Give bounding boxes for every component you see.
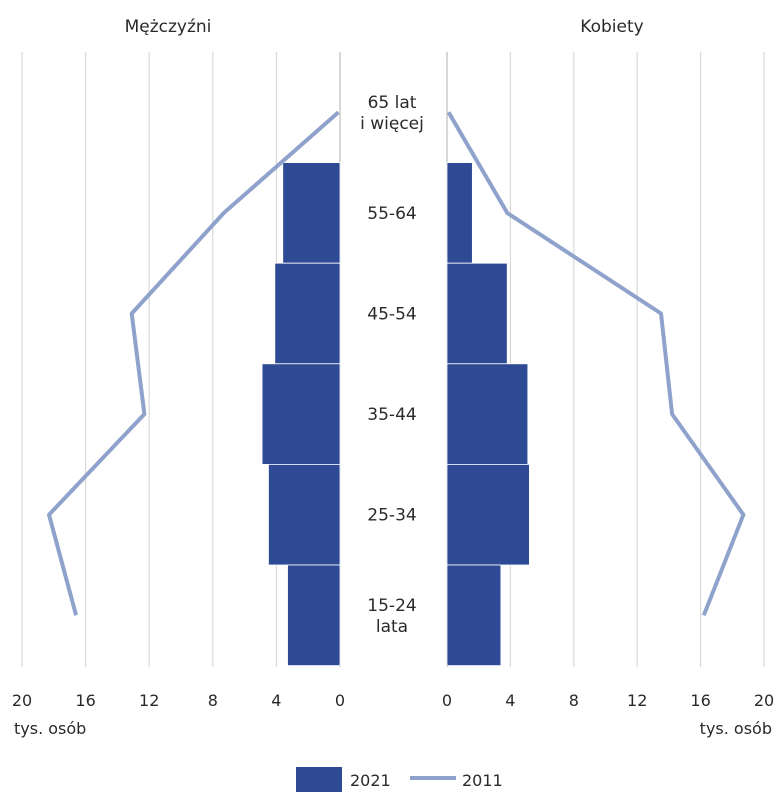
men-panel-title: Mężczyźni [125, 17, 212, 37]
bar-women-55-64 [446, 162, 473, 264]
bar-men-45-54 [274, 262, 341, 365]
tick-men-20: 20 [12, 691, 32, 710]
tick-men-16: 16 [75, 691, 95, 710]
x-axis-ticks: 20 20 16 16 12 12 8 8 4 4 0 0 [12, 691, 774, 710]
category-label-15-24-0: 15-24 [367, 596, 416, 616]
bars-2021 [261, 162, 530, 666]
bar-men-35-44 [261, 363, 341, 465]
tick-men-12: 12 [139, 691, 159, 710]
bar-women-15-24 [446, 564, 502, 666]
tick-women-4: 4 [505, 691, 515, 710]
men-unit-label: tys. osób [14, 719, 86, 738]
women-panel-title: Kobiety [580, 17, 643, 37]
tick-women-12: 12 [627, 691, 647, 710]
category-label-25-34-0: 25-34 [367, 506, 416, 526]
legend-2021-label: 2021 [350, 771, 391, 790]
bar-men-25-34 [268, 463, 341, 566]
category-label-45-54-0: 45-54 [367, 305, 416, 325]
category-label-65+-0: 65 lat [368, 93, 417, 113]
tick-men-8: 8 [208, 691, 218, 710]
tick-women-0: 0 [442, 691, 452, 710]
women-unit-label: tys. osób [700, 719, 772, 738]
bar-women-25-34 [446, 463, 530, 566]
bar-men-55-64 [282, 162, 341, 264]
category-label-35-44-0: 35-44 [367, 405, 416, 425]
bar-men-15-24 [287, 564, 341, 666]
category-label-15-24-1: lata [376, 617, 408, 637]
tick-women-16: 16 [690, 691, 710, 710]
bar-women-35-44 [446, 363, 529, 465]
gridlines [21, 52, 765, 667]
category-label-55-64-0: 55-64 [367, 204, 416, 224]
tick-men-4: 4 [271, 691, 281, 710]
lines-2011 [47, 110, 746, 617]
tick-men-0: 0 [335, 691, 345, 710]
legend: 2021 2011 [296, 767, 503, 792]
line-women-2011 [446, 111, 746, 617]
legend-2011-label: 2011 [462, 771, 503, 790]
category-label-65+-1: i więcej [360, 114, 424, 134]
bar-women-45-54 [446, 262, 508, 365]
tick-women-20: 20 [754, 691, 774, 710]
line-men-2011 [47, 110, 340, 616]
legend-2021-swatch [296, 767, 342, 792]
tick-women-8: 8 [569, 691, 579, 710]
